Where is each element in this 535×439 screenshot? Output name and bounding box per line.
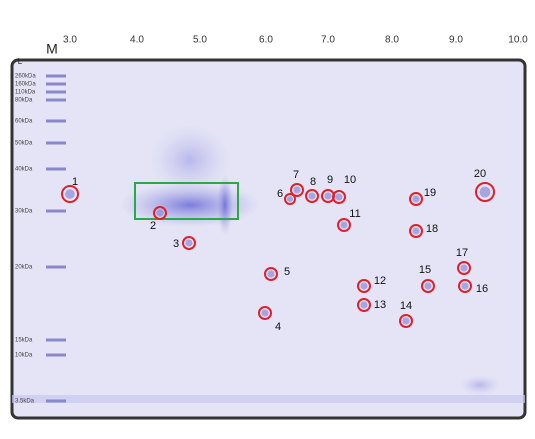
mw-label: 60kDa [15, 119, 33, 125]
spot-dot [185, 239, 192, 246]
lane-label: L [18, 57, 23, 66]
dye-front [12, 395, 525, 403]
ladder-band [46, 168, 66, 171]
spot-dot [293, 186, 300, 193]
spot-label: 18 [426, 223, 438, 235]
spot-dot [156, 209, 163, 216]
spot-label: 4 [275, 321, 281, 333]
ladder-band [46, 400, 66, 403]
spot-dot [335, 193, 342, 200]
spot-label: 1 [72, 176, 78, 188]
spot-label: 10 [344, 174, 356, 186]
ladder-band [46, 210, 66, 213]
ph-label: 8.0 [385, 35, 399, 46]
mw-label: 30kDa [15, 209, 33, 215]
smear [150, 125, 230, 195]
spot-dot [424, 282, 431, 289]
mw-label: 40kDa [15, 167, 33, 173]
ph-label: 7.0 [321, 35, 335, 46]
ph-label: 4.0 [130, 35, 144, 46]
spot-dot [402, 317, 409, 324]
ladder-band [46, 83, 66, 86]
ph-label: 3.0 [63, 35, 77, 46]
ph-label: 9.0 [449, 35, 463, 46]
spot-label: 8 [310, 176, 316, 188]
spot-label: 16 [476, 283, 488, 295]
spot-dot [412, 195, 419, 202]
mw-label: 3.5kDa [15, 399, 35, 405]
mw-label: 20kDa [15, 265, 33, 271]
spot-label: 20 [474, 168, 486, 180]
mw-label: 80kDa [15, 98, 33, 104]
ladder-band [46, 266, 66, 269]
mw-label: 15kDa [15, 338, 33, 344]
spot-dot [412, 227, 419, 234]
ladder-band [46, 142, 66, 145]
mw-label: 10kDa [15, 353, 33, 359]
gel-figure: 3.04.05.06.07.08.09.010.0ML260kDa160kDa1… [0, 0, 535, 434]
spot-dot [360, 301, 367, 308]
spot-dot [324, 192, 331, 199]
spot-label: 13 [374, 299, 386, 311]
mw-label: 50kDa [15, 141, 33, 147]
spot-label: 19 [424, 187, 436, 199]
spot-dot [287, 196, 293, 202]
spot-label: 6 [277, 188, 283, 200]
spot-dot [65, 189, 75, 199]
spot-dot [267, 270, 274, 277]
ph-label: 6.0 [259, 35, 273, 46]
smear [460, 375, 500, 395]
spot-dot [261, 309, 268, 316]
ladder-band [46, 120, 66, 123]
ph-label: 10.0 [508, 35, 528, 46]
spot-dot [360, 282, 367, 289]
ladder-band [46, 99, 66, 102]
spot-dot [480, 187, 491, 198]
spot-label: 7 [293, 169, 299, 181]
spot-dot [460, 264, 467, 271]
spot-dot [461, 282, 468, 289]
spot-label: 11 [349, 208, 360, 220]
spot-label: 15 [419, 264, 431, 276]
spot-label: 12 [374, 275, 386, 287]
spot-label: 14 [400, 300, 412, 312]
ladder-band [46, 339, 66, 342]
spot-label: 17 [456, 247, 468, 259]
ph-label: 5.0 [193, 35, 207, 46]
spot-dot [308, 192, 315, 199]
mw-label: 160kDa [15, 82, 36, 88]
spot-label: 9 [327, 174, 333, 186]
spot-label: 3 [173, 238, 179, 250]
ladder-band [46, 354, 66, 357]
spot-dot [340, 221, 347, 228]
spot-label: 2 [150, 220, 156, 232]
ladder-band [46, 75, 66, 78]
gel [12, 60, 525, 418]
mw-label: 260kDa [15, 74, 36, 80]
mw-label: 110kDa [15, 90, 36, 96]
ladder-band [46, 91, 66, 94]
lane-label: M [46, 41, 58, 57]
spot-label: 5 [284, 266, 290, 278]
